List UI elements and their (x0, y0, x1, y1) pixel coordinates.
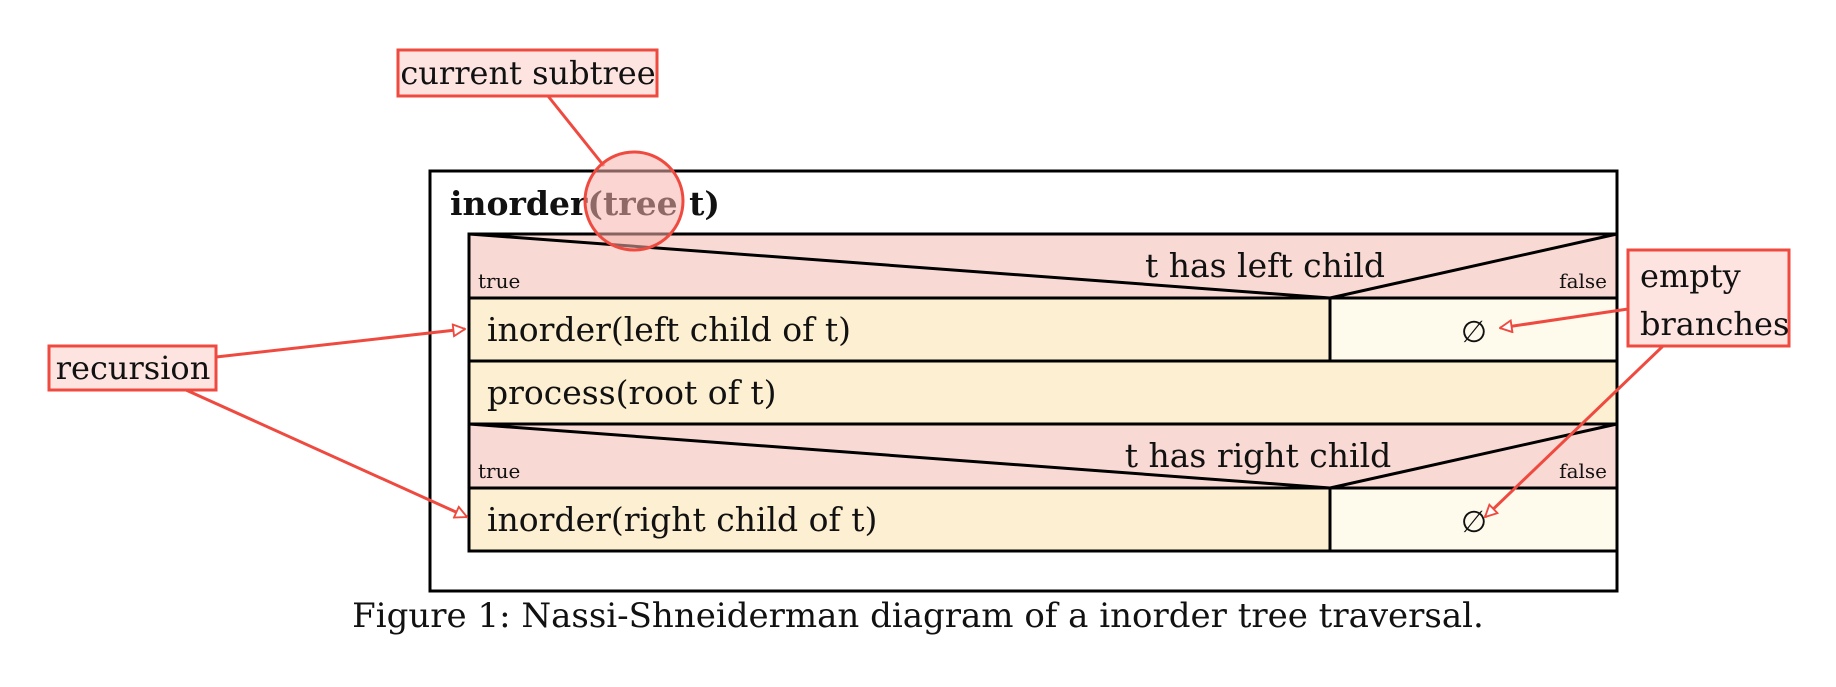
empty-branches-arrow-1 (1500, 307, 1629, 328)
empty-branches-arrow-2 (1485, 344, 1665, 517)
false-body-1 (1328, 296, 1619, 363)
condition-block-right-child (467, 422, 1619, 490)
empty-branches-callout (1626, 248, 1791, 348)
recursive-call-left: inorder(left child of t) (487, 310, 851, 349)
figure-caption: Figure 1: Nassi-Shneiderman diagram of a… (352, 596, 1484, 636)
false-label-2: false (1559, 459, 1607, 483)
false-body-2 (1328, 486, 1619, 553)
true-label-1: true (478, 269, 520, 293)
recursion-callout (47, 344, 218, 392)
condition-right-child: t has right child (1125, 436, 1392, 475)
empty-branches-label-line1: empty (1640, 257, 1741, 295)
empty-branches-label-line2: branches (1640, 305, 1789, 343)
condition-left-child: t has left child (1145, 246, 1385, 285)
recursion-label: recursion (56, 349, 211, 387)
current-subtree-highlight (583, 150, 685, 252)
empty-set-symbol-2: ∅ (1461, 505, 1487, 540)
current-subtree-callout (396, 48, 659, 98)
false-label-1: false (1559, 269, 1607, 293)
recursion-arrow-1 (215, 329, 465, 359)
function-close: ) (704, 184, 720, 223)
function-name: inorder( (450, 184, 603, 223)
current-subtree-label: current subtree (400, 54, 655, 92)
empty-set-symbol-1: ∅ (1461, 315, 1487, 350)
recursion-arrow-2 (185, 388, 467, 517)
recursive-call-right: inorder(right child of t) (487, 500, 877, 539)
current-subtree-connector (546, 95, 606, 167)
true-label-2: true (478, 459, 520, 483)
process-root: process(root of t) (487, 373, 777, 412)
condition-block-left-child (467, 232, 1619, 300)
